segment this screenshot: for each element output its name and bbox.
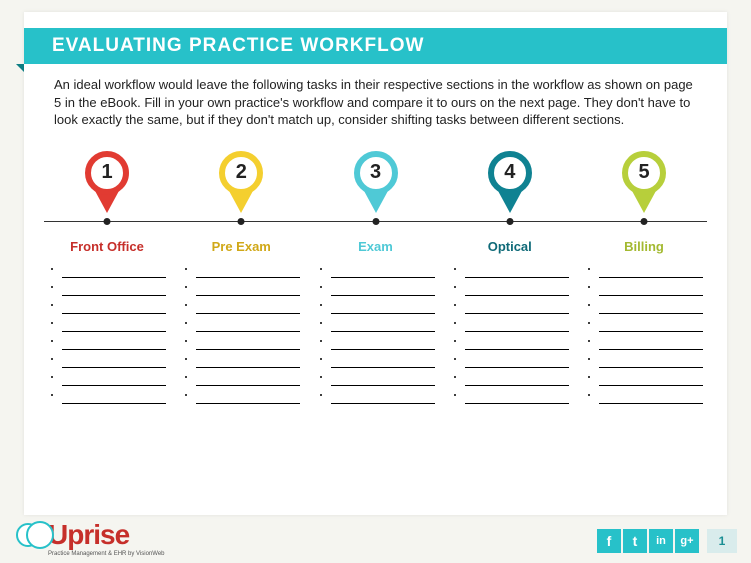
blank-task-line[interactable]	[196, 336, 300, 350]
blank-task-line[interactable]	[62, 264, 166, 278]
blank-task-line[interactable]	[196, 318, 300, 332]
blank-task-line[interactable]	[331, 318, 435, 332]
logo-text: Uprise	[48, 519, 129, 550]
twitter-icon[interactable]: t	[623, 529, 647, 553]
blank-task-line[interactable]	[196, 264, 300, 278]
pin-dot	[104, 218, 111, 225]
blank-task-line[interactable]	[465, 372, 569, 386]
googleplus-icon[interactable]: g+	[675, 529, 699, 553]
workflow-columns: 1 Front Office 2 Pre Exam 3 Exam 4 Optical 5 Bill…	[44, 151, 707, 408]
map-pin-icon: 2	[217, 151, 265, 221]
pin-dot	[506, 218, 513, 225]
blank-task-line[interactable]	[331, 300, 435, 314]
blank-task-line[interactable]	[62, 372, 166, 386]
section-label: Optical	[488, 239, 532, 254]
blank-task-line[interactable]	[331, 336, 435, 350]
workflow-diagram: 1 Front Office 2 Pre Exam 3 Exam 4 Optical 5 Bill…	[44, 151, 707, 451]
section-label: Pre Exam	[212, 239, 271, 254]
pin-dot	[641, 218, 648, 225]
pin-dot	[372, 218, 379, 225]
blank-task-line[interactable]	[465, 282, 569, 296]
map-pin-icon: 4	[486, 151, 534, 221]
pin-ring: 5	[622, 151, 666, 195]
blank-task-line[interactable]	[196, 354, 300, 368]
logo-tagline: Practice Management & EHR by VisionWeb	[48, 551, 165, 557]
social-icons: fting+	[597, 529, 699, 553]
blank-task-line[interactable]	[599, 336, 703, 350]
map-pin-icon: 1	[83, 151, 131, 221]
blank-task-line[interactable]	[331, 264, 435, 278]
title-bar: EVALUATING PRACTICE WORKFLOW	[24, 28, 727, 64]
workflow-column: 2 Pre Exam	[178, 151, 304, 408]
blank-task-list	[451, 264, 569, 408]
pin-ring: 1	[85, 151, 129, 195]
page-title: EVALUATING PRACTICE WORKFLOW	[52, 35, 424, 57]
blank-task-line[interactable]	[599, 264, 703, 278]
workflow-column: 3 Exam	[313, 151, 439, 408]
blank-task-list	[182, 264, 300, 408]
cloud-icon	[16, 521, 54, 547]
blank-task-list	[585, 264, 703, 408]
section-label: Billing	[624, 239, 664, 254]
blank-task-line[interactable]	[62, 282, 166, 296]
workflow-column: 4 Optical	[447, 151, 573, 408]
facebook-icon[interactable]: f	[597, 529, 621, 553]
blank-task-line[interactable]	[62, 354, 166, 368]
blank-task-list	[317, 264, 435, 408]
blank-task-line[interactable]	[599, 372, 703, 386]
section-label: Exam	[358, 239, 393, 254]
blank-task-line[interactable]	[331, 354, 435, 368]
blank-task-line[interactable]	[331, 372, 435, 386]
pin-ring: 2	[219, 151, 263, 195]
blank-task-line[interactable]	[62, 300, 166, 314]
map-pin-icon: 5	[620, 151, 668, 221]
blank-task-line[interactable]	[465, 354, 569, 368]
blank-task-line[interactable]	[196, 300, 300, 314]
pin-dot	[238, 218, 245, 225]
blank-task-line[interactable]	[465, 336, 569, 350]
pin-ring: 4	[488, 151, 532, 195]
blank-task-line[interactable]	[62, 390, 166, 404]
title-notch	[16, 64, 24, 72]
blank-task-line[interactable]	[196, 282, 300, 296]
map-pin-icon: 3	[352, 151, 400, 221]
blank-task-line[interactable]	[465, 264, 569, 278]
blank-task-list	[48, 264, 166, 408]
blank-task-line[interactable]	[599, 282, 703, 296]
blank-task-line[interactable]	[465, 390, 569, 404]
blank-task-line[interactable]	[196, 372, 300, 386]
blank-task-line[interactable]	[62, 336, 166, 350]
workflow-column: 5 Billing	[581, 151, 707, 408]
blank-task-line[interactable]	[331, 390, 435, 404]
blank-task-line[interactable]	[331, 282, 435, 296]
blank-task-line[interactable]	[599, 300, 703, 314]
blank-task-line[interactable]	[62, 318, 166, 332]
blank-task-line[interactable]	[599, 354, 703, 368]
footer: Uprise Practice Management & EHR by Visi…	[0, 515, 751, 563]
blank-task-line[interactable]	[465, 300, 569, 314]
section-label: Front Office	[70, 239, 144, 254]
linkedin-icon[interactable]: in	[649, 529, 673, 553]
page-number: 1	[707, 529, 737, 553]
slide: EVALUATING PRACTICE WORKFLOW An ideal wo…	[24, 12, 727, 515]
pin-ring: 3	[354, 151, 398, 195]
intro-paragraph: An ideal workflow would leave the follow…	[24, 64, 727, 129]
blank-task-line[interactable]	[465, 318, 569, 332]
blank-task-line[interactable]	[599, 318, 703, 332]
uprise-logo: Uprise Practice Management & EHR by Visi…	[16, 521, 165, 557]
blank-task-line[interactable]	[196, 390, 300, 404]
workflow-column: 1 Front Office	[44, 151, 170, 408]
blank-task-line[interactable]	[599, 390, 703, 404]
